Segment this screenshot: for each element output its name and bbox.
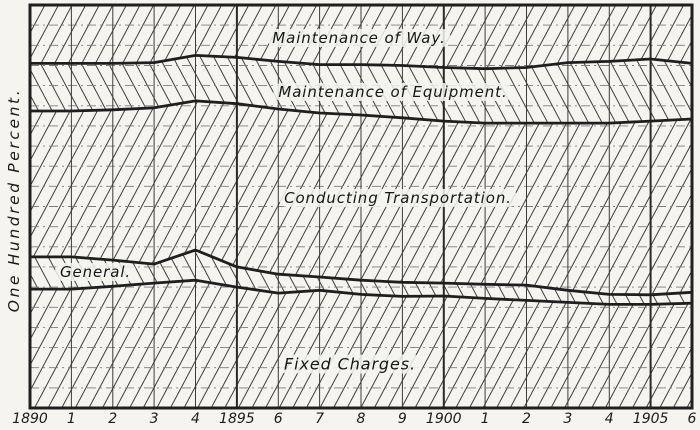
x-tick-label-1897: 7 [315, 411, 325, 427]
x-tick-label-1898: 8 [356, 411, 366, 427]
x-axis: 1890 1 2 3 4 1895 6 7 8 9 1900 1 2 3 4 1905 6 [0, 411, 700, 430]
x-tick-label-1896: 6 [273, 411, 283, 427]
x-tick-label-1905: 1905 [632, 411, 669, 427]
x-tick-label-1903: 3 [563, 411, 573, 427]
x-tick-label-1891: 1 [66, 411, 76, 427]
x-tick-label-1906: 6 [687, 411, 697, 427]
x-tick-label-1894: 4 [191, 411, 200, 427]
x-tick-label-1899: 9 [397, 411, 407, 427]
plot-border [28, 3, 694, 410]
band-label-conducting-transportation: Conducting Transportation. [279, 189, 517, 207]
x-tick-label-1895: 1895 [219, 411, 255, 427]
x-tick-label-1901: 1 [480, 411, 490, 427]
x-tick-label-1902: 2 [522, 411, 531, 427]
x-tick-label-1904: 4 [604, 411, 614, 427]
y-axis-label: One Hundred Percent. [5, 87, 23, 313]
boundary-general-bottom [28, 278, 694, 306]
x-tick-label-1893: 3 [149, 411, 159, 427]
x-tick-label-1892: 2 [108, 411, 118, 427]
boundary-maintenance-of-way-bottom [28, 54, 694, 71]
boundary-conducting-transportation-bottom [28, 248, 694, 297]
boundary-maintenance-of-equipment-bottom [28, 99, 694, 125]
band-label-maintenance-of-equipment: Maintenance of Equipment. [273, 83, 513, 101]
band-label-maintenance-of-way: Maintenance of Way. [267, 29, 451, 47]
x-tick-label-1890: 1890 [12, 411, 48, 427]
band-label-general: General. [55, 263, 137, 281]
x-tick-label-1900: 1900 [425, 411, 462, 427]
band-label-fixed-charges: Fixed Charges. [279, 354, 421, 374]
